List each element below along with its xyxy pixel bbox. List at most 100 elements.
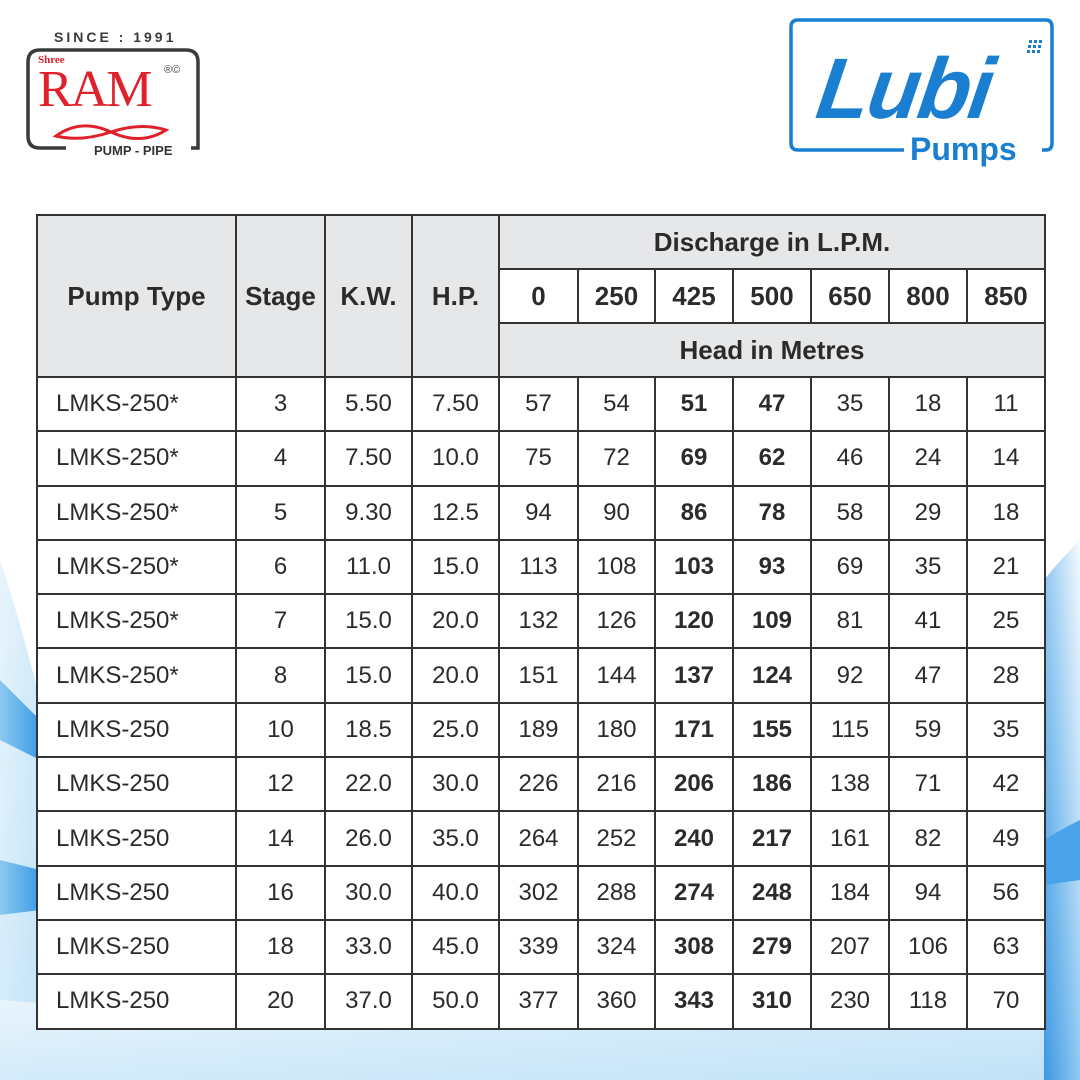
- lubi-frame: [789, 18, 1054, 152]
- cell-head: 230: [810, 973, 890, 1030]
- cell-head: 137: [654, 647, 734, 704]
- cell-head: 324: [577, 918, 656, 976]
- cell-head: 58: [810, 484, 890, 541]
- cell-head: 108: [577, 538, 656, 596]
- cell-hp: 10.0: [411, 430, 500, 487]
- cell-pump-type: LMKS-250*: [36, 538, 237, 596]
- cell-kw: 9.30: [324, 484, 413, 541]
- cell-head: 18: [888, 375, 968, 433]
- cell-head: 113: [498, 538, 579, 596]
- cell-hp: 45.0: [411, 918, 500, 976]
- cell-stage: 5: [235, 484, 326, 541]
- cell-head: 86: [654, 484, 734, 541]
- header-discharge-value: 650: [810, 268, 890, 324]
- cell-hp: 40.0: [411, 864, 500, 921]
- cell-head: 115: [810, 701, 890, 759]
- cell-head: 206: [654, 756, 734, 813]
- cell-head: 46: [810, 430, 890, 487]
- cell-head: 81: [810, 593, 890, 650]
- cell-hp: 25.0: [411, 701, 500, 759]
- cell-head: 92: [810, 647, 890, 704]
- cell-stage: 18: [235, 918, 326, 976]
- cell-kw: 15.0: [324, 593, 413, 650]
- cell-head: 35: [888, 538, 968, 596]
- cell-head: 35: [966, 701, 1046, 759]
- lubi-tagline: Pumps: [904, 131, 1023, 167]
- cell-stage: 20: [235, 973, 326, 1030]
- lubi-name: Lubi: [811, 41, 999, 137]
- cell-head: 90: [577, 484, 656, 541]
- cell-head: 377: [498, 973, 579, 1030]
- table-body: LMKS-250* 3 5.50 7.50 57 54 51 47 35 18 11 LMKS-250…: [36, 375, 1046, 1030]
- cell-head: 120: [654, 593, 734, 650]
- cell-stage: 6: [235, 538, 326, 596]
- cell-hp: 30.0: [411, 756, 500, 813]
- cell-head: 47: [888, 647, 968, 704]
- cell-pump-type: LMKS-250: [36, 918, 237, 976]
- cell-head: 186: [732, 756, 812, 813]
- cell-head: 42: [966, 756, 1046, 813]
- cell-head: 49: [966, 810, 1046, 867]
- header-discharge-value: 0: [498, 268, 579, 324]
- cell-head: 62: [732, 430, 812, 487]
- grid-mark-icon: [1027, 40, 1042, 53]
- cell-head: 171: [654, 701, 734, 759]
- cell-head: 226: [498, 756, 579, 813]
- cell-head: 360: [577, 973, 656, 1030]
- cell-head: 207: [810, 918, 890, 976]
- header-discharge-value: 850: [966, 268, 1046, 324]
- cell-pump-type: LMKS-250: [36, 864, 237, 921]
- cell-head: 118: [888, 973, 968, 1030]
- since-year: SINCE : 1991: [54, 29, 177, 45]
- cell-stage: 7: [235, 593, 326, 650]
- registered-mark: ®©: [164, 64, 181, 76]
- cell-hp: 35.0: [411, 810, 500, 867]
- cell-head: 189: [498, 701, 579, 759]
- header-discharge-value: 425: [654, 268, 734, 324]
- cell-head: 72: [577, 430, 656, 487]
- cell-head: 29: [888, 484, 968, 541]
- header-stage: Stage: [235, 214, 326, 378]
- cell-kw: 30.0: [324, 864, 413, 921]
- cell-kw: 7.50: [324, 430, 413, 487]
- cell-head: 109: [732, 593, 812, 650]
- cell-stage: 3: [235, 375, 326, 433]
- cell-head: 25: [966, 593, 1046, 650]
- cell-pump-type: LMKS-250*: [36, 593, 237, 650]
- cell-head: 106: [888, 918, 968, 976]
- header-hp: H.P.: [411, 214, 500, 378]
- table-row: LMKS-250* 3 5.50 7.50 57 54 51 47 35 18 11: [36, 375, 1046, 433]
- cell-head: 184: [810, 864, 890, 921]
- cell-head: 180: [577, 701, 656, 759]
- cell-head: 94: [888, 864, 968, 921]
- cell-head: 63: [966, 918, 1046, 976]
- cell-hp: 7.50: [411, 375, 500, 433]
- cell-pump-type: LMKS-250: [36, 810, 237, 867]
- cell-head: 252: [577, 810, 656, 867]
- cell-head: 93: [732, 538, 812, 596]
- cell-kw: 26.0: [324, 810, 413, 867]
- cell-head: 59: [888, 701, 968, 759]
- cell-hp: 50.0: [411, 973, 500, 1030]
- cell-pump-type: LMKS-250: [36, 756, 237, 813]
- table-row: LMKS-250 20 37.0 50.0 377 360 343 310 230 118 70: [36, 973, 1046, 1030]
- cell-head: 264: [498, 810, 579, 867]
- cell-head: 69: [810, 538, 890, 596]
- header-head: Head in Metres: [498, 322, 1046, 378]
- cell-head: 274: [654, 864, 734, 921]
- cell-head: 144: [577, 647, 656, 704]
- cell-pump-type: LMKS-250*: [36, 430, 237, 487]
- header-discharge-value: 500: [732, 268, 812, 324]
- cell-hp: 12.5: [411, 484, 500, 541]
- cell-kw: 33.0: [324, 918, 413, 976]
- cell-head: 308: [654, 918, 734, 976]
- cell-stage: 10: [235, 701, 326, 759]
- cell-head: 35: [810, 375, 890, 433]
- table-row: LMKS-250 12 22.0 30.0 226 216 206 186 138 71 42: [36, 756, 1046, 813]
- table-row: LMKS-250 16 30.0 40.0 302 288 274 248 184 94 56: [36, 864, 1046, 921]
- cell-head: 103: [654, 538, 734, 596]
- cell-head: 138: [810, 756, 890, 813]
- cell-head: 56: [966, 864, 1046, 921]
- cell-head: 217: [732, 810, 812, 867]
- cell-hp: 15.0: [411, 538, 500, 596]
